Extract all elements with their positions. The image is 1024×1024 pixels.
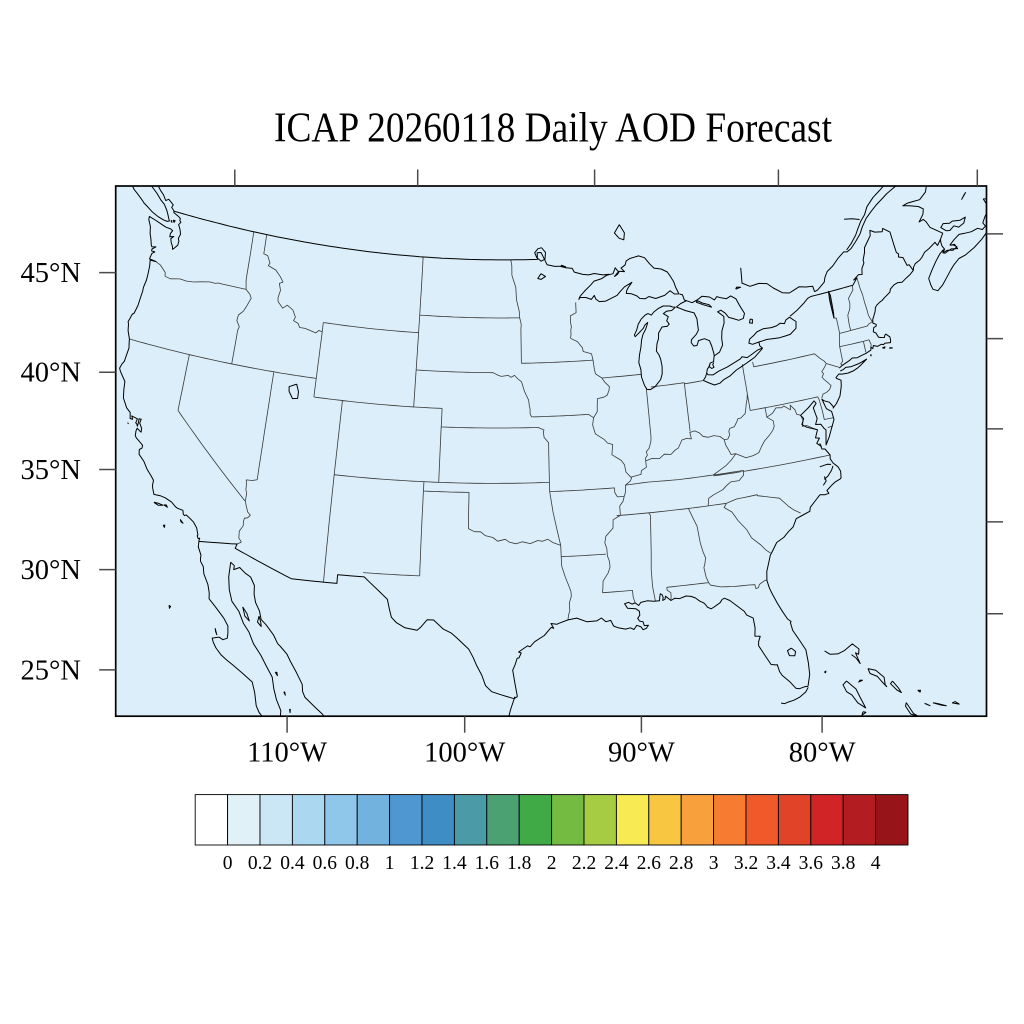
svg-text:3.4: 3.4 <box>766 853 791 874</box>
svg-text:ICAP 20260118 Daily AOD Foreca: ICAP 20260118 Daily AOD Forecast <box>274 106 832 152</box>
svg-text:1.2: 1.2 <box>410 853 434 874</box>
svg-text:1: 1 <box>385 853 395 874</box>
svg-text:2: 2 <box>547 853 557 874</box>
svg-text:0: 0 <box>223 853 233 874</box>
svg-text:3: 3 <box>709 853 719 874</box>
svg-text:30°N: 30°N <box>21 555 81 586</box>
svg-text:1.6: 1.6 <box>475 853 500 874</box>
svg-text:35°N: 35°N <box>21 455 81 486</box>
svg-text:3.2: 3.2 <box>734 853 758 874</box>
svg-text:0.2: 0.2 <box>248 853 272 874</box>
svg-text:90°W: 90°W <box>608 738 675 769</box>
svg-text:45°N: 45°N <box>21 258 81 289</box>
svg-text:1.4: 1.4 <box>442 853 467 874</box>
svg-text:2.6: 2.6 <box>637 853 662 874</box>
svg-text:100°W: 100°W <box>424 738 505 769</box>
svg-text:0.6: 0.6 <box>313 853 338 874</box>
svg-text:3.6: 3.6 <box>799 853 824 874</box>
svg-text:4: 4 <box>871 853 881 874</box>
svg-text:25°N: 25°N <box>21 655 81 686</box>
svg-text:80°W: 80°W <box>789 738 856 769</box>
svg-text:2.4: 2.4 <box>604 853 629 874</box>
svg-text:110°W: 110°W <box>247 738 327 769</box>
svg-text:2.8: 2.8 <box>669 853 693 874</box>
svg-text:40°N: 40°N <box>21 358 81 389</box>
svg-text:0.4: 0.4 <box>280 853 305 874</box>
svg-text:2.2: 2.2 <box>572 853 596 874</box>
svg-text:0.8: 0.8 <box>345 853 369 874</box>
svg-text:1.8: 1.8 <box>507 853 531 874</box>
svg-text:3.8: 3.8 <box>831 853 855 874</box>
